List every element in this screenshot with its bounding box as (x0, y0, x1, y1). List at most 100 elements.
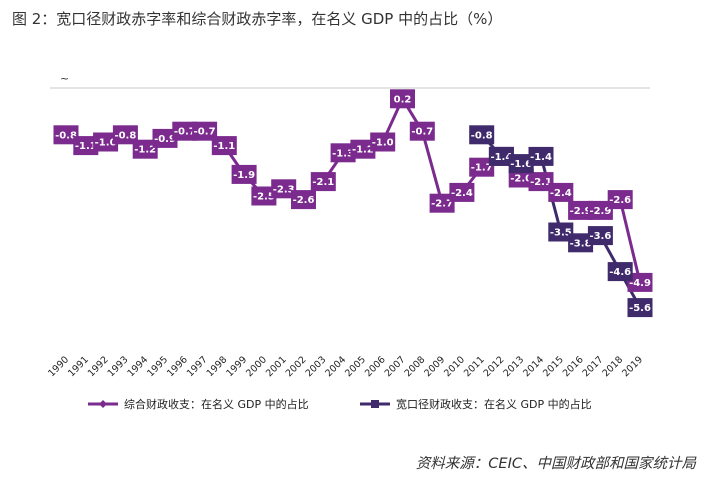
data-label-text: -3.5 (550, 228, 572, 239)
data-label-1-2000: -2.5 (251, 186, 277, 206)
data-label-text: -1.6 (510, 159, 532, 170)
data-label-box (587, 226, 613, 246)
x-tick-label-2005: 2005 (343, 354, 368, 379)
data-label-box (192, 121, 218, 141)
data-label-1-2014: -2.1 (528, 172, 554, 192)
data-label-1-1997: -0.7 (192, 121, 218, 141)
x-tick-label-2009: 2009 (422, 354, 447, 379)
data-label-text: -2.1 (312, 177, 334, 188)
data-label-box (93, 132, 119, 152)
data-label-text: -0.9 (154, 134, 176, 145)
x-tick-label-2012: 2012 (482, 354, 507, 379)
data-label-1-1991: -1.1 (73, 136, 99, 156)
data-label-1-2002: -2.6 (291, 190, 316, 210)
data-label-box (73, 136, 99, 156)
data-label-text: -1.4 (490, 152, 512, 163)
data-label-text: -2.4 (451, 188, 473, 199)
data-label-text: -4.9 (629, 278, 651, 289)
data-label-2-2014: -1.4 (528, 146, 554, 166)
data-label-text: -2.1 (530, 177, 552, 188)
x-tick-label-2006: 2006 (363, 354, 388, 379)
data-label-text: -1.2 (352, 145, 374, 156)
data-label-box (528, 146, 554, 166)
data-label-1-2015: -2.4 (548, 182, 574, 202)
data-label-2-2012: -1.4 (488, 146, 514, 166)
data-label-box (330, 143, 356, 163)
data-label-box (291, 190, 316, 210)
data-label-text: -0.8 (471, 130, 493, 141)
data-label-2-2017: -3.6 (587, 226, 613, 246)
x-tick-label-2004: 2004 (323, 354, 348, 379)
data-label-1-2010: -2.4 (449, 182, 475, 202)
legend: 综合财政收支：在名义 GDP 中的占比 宽口径财政收支：在名义 GDP 中的占比 (88, 397, 592, 411)
data-label-1-2018: -2.6 (607, 190, 633, 210)
data-label-text: -1.2 (134, 145, 156, 156)
x-tick-label-1995: 1995 (145, 354, 170, 379)
data-label-1-2017: -2.9 (587, 200, 613, 220)
data-label-text: -2.9 (570, 206, 592, 217)
data-label-box (429, 193, 455, 213)
data-label-text: -1.3 (332, 148, 354, 159)
data-label-box (469, 157, 495, 177)
data-label-box (449, 182, 475, 202)
x-tick-label-2016: 2016 (561, 354, 586, 379)
data-label-text: -0.7 (194, 127, 216, 138)
x-tick-label-1999: 1999 (224, 354, 249, 379)
x-tick-label-2007: 2007 (383, 354, 408, 379)
data-label-text: -0.7 (174, 127, 196, 138)
x-tick-label-2013: 2013 (501, 354, 526, 379)
data-label-text: -5.6 (629, 303, 651, 314)
data-label-box (251, 186, 277, 206)
data-label-1-2013: -2.0 (508, 168, 534, 188)
data-label-box (271, 179, 297, 199)
data-label-text: -1.0 (95, 138, 117, 149)
data-label-box (488, 146, 514, 166)
data-label-text: -1.9 (233, 170, 255, 181)
data-label-2-2011: -0.8 (469, 125, 495, 145)
legend-label: 宽口径财政收支：在名义 GDP 中的占比 (396, 397, 592, 411)
x-axis-tick-labels: 1990199119921993199419951996199719981999… (46, 354, 645, 379)
x-tick-label-2003: 2003 (304, 354, 329, 379)
data-label-1-1998: -1.1 (211, 136, 237, 156)
x-tick-label-1990: 1990 (46, 354, 71, 379)
data-label-box (310, 172, 336, 192)
data-label-1-2016: -2.9 (568, 200, 594, 220)
data-label-box (132, 139, 158, 159)
data-label-text: -2.4 (550, 188, 572, 199)
data-label-1-2007: 0.2 (390, 89, 415, 109)
data-label-box (548, 182, 574, 202)
data-label-1-1990: -0.8 (53, 125, 79, 145)
data-label-box (587, 200, 613, 220)
data-label-text: -2.6 (293, 195, 315, 206)
data-label-box (508, 168, 534, 188)
data-label-box (370, 132, 396, 152)
x-tick-label-1997: 1997 (185, 354, 210, 379)
data-label-box (390, 89, 415, 109)
x-tick-label-2010: 2010 (442, 354, 467, 379)
legend-item-1: 综合财政收支：在名义 GDP 中的占比 (88, 397, 309, 411)
data-label-1-1995: -0.9 (152, 128, 178, 148)
legend-label: 综合财政收支：在名义 GDP 中的占比 (124, 397, 309, 411)
data-label-box (627, 298, 653, 318)
data-label-box (568, 200, 594, 220)
data-label-box (568, 233, 594, 253)
data-label-text: -1.1 (75, 141, 97, 152)
data-label-box (152, 128, 178, 148)
data-label-box (627, 272, 653, 292)
chart-title: 图 2：宽口径财政赤字率和综合财政赤字率，在名义 GDP 中的占比（%） (12, 10, 503, 28)
data-label-1-1993: -0.8 (112, 125, 138, 145)
legend-diamond-marker (99, 400, 107, 408)
source-note: 资料来源：CEIC、中国财政部和国家统计局 (415, 456, 696, 472)
data-label-text: -2.6 (609, 195, 631, 206)
x-tick-label-2017: 2017 (581, 354, 606, 379)
x-tick-label-1996: 1996 (165, 354, 190, 379)
legend-item-2: 宽口径财政收支：在名义 GDP 中的占比 (360, 397, 592, 411)
data-label-box (211, 136, 237, 156)
data-label-box (231, 164, 257, 184)
series-lines (65, 97, 642, 309)
data-label-box (53, 125, 79, 145)
data-label-text: -2.7 (431, 199, 453, 210)
x-tick-label-2019: 2019 (620, 354, 645, 379)
x-tick-label-2008: 2008 (403, 354, 428, 379)
data-label-box (548, 222, 574, 242)
